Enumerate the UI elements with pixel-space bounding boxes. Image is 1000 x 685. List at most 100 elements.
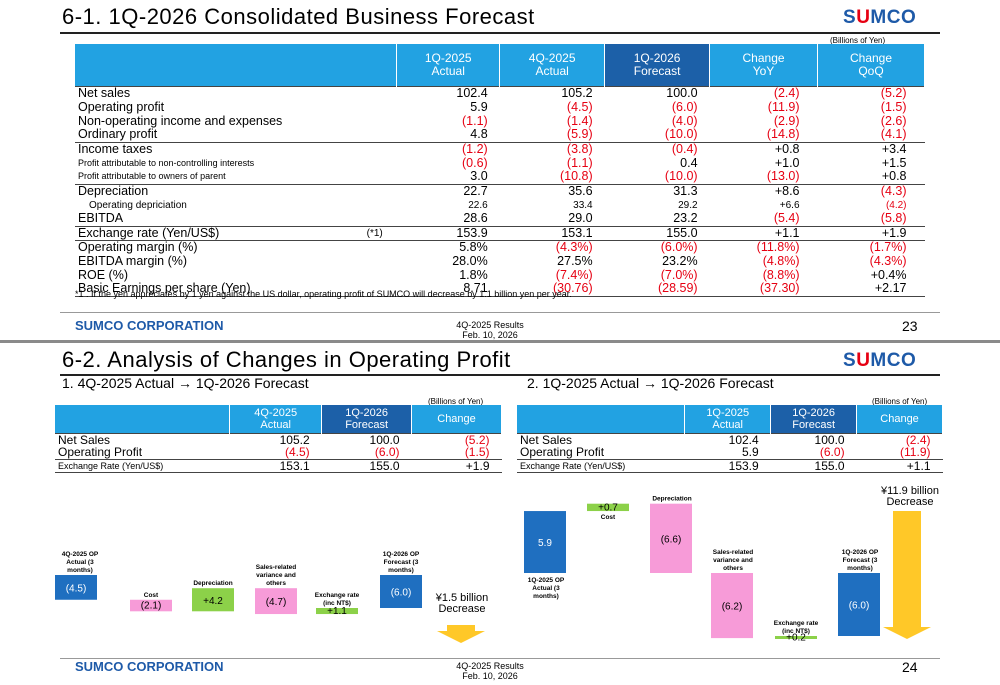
- row-label: EBITDA margin (%): [78, 253, 188, 268]
- bar-value-label: (6.2): [722, 602, 743, 613]
- cell-value: +8.6: [709, 183, 818, 198]
- cell-value: (4.0): [671, 113, 698, 128]
- waterfall-bar: [192, 588, 234, 612]
- cell-value: (6.0): [819, 445, 845, 460]
- table-row: Net sales 102.4 105.2 100.0 (2.4) (5.2): [75, 85, 925, 100]
- row-label: Operating margin (%): [75, 239, 397, 254]
- col-header-0: 4Q-2025 Actual: [229, 405, 323, 433]
- annotation-line1: ¥11.9 billion: [880, 485, 939, 497]
- cell-value: 22.7: [396, 183, 500, 198]
- cell-value: 5.8%: [396, 239, 500, 254]
- cell-value: 153.9: [684, 458, 771, 473]
- cell-value: 100.0: [321, 432, 412, 446]
- cell-value: 22.6: [468, 199, 488, 211]
- waterfall-bar: [587, 503, 629, 512]
- waterfall-bar: [524, 511, 566, 573]
- cell-value: (1.1): [461, 113, 488, 128]
- cell-value: (1.7%): [817, 239, 925, 254]
- category-label: Actual (3: [532, 585, 560, 592]
- cell-value: (3.8): [499, 141, 605, 156]
- cell-value: 29.2: [678, 199, 698, 211]
- category-label: (inc NT$): [782, 628, 810, 635]
- row-label: Ordinary profit: [78, 127, 158, 142]
- waterfall-bar: [316, 608, 358, 615]
- cell-value: (1.4): [566, 113, 593, 128]
- down-arrow-icon: [883, 511, 931, 639]
- cell-value: +1.5: [881, 155, 907, 170]
- row-label: Operating profit: [78, 99, 165, 114]
- row-label: Operating Profit: [520, 445, 605, 460]
- category-label: others: [723, 565, 743, 572]
- waterfall-bar: [711, 573, 753, 639]
- row-label: Exchange rate (Yen/US$) (*1): [75, 225, 397, 240]
- table-row: Basic Earnings per share (Yen) 8.71 (30.76…: [75, 282, 925, 297]
- waterfall-bar: [380, 575, 422, 608]
- category-label: Exchange rate: [774, 620, 819, 627]
- cell-value: (1.2): [396, 141, 500, 156]
- right-subtitle: 2. 1Q-2025 Actual → 1Q-2026 Forecast: [527, 375, 774, 391]
- slide-23: 6-1. 1Q-2026 Consolidated Business Forec…: [0, 0, 1000, 340]
- slide-24: 6-2. Analysis of Changes in Operating Pr…: [0, 343, 1000, 685]
- cell-value: (0.6): [461, 155, 488, 170]
- bar-value-label: 5.9: [538, 538, 552, 549]
- category-label: Cost: [144, 592, 159, 599]
- cell-value: 27.5%: [557, 253, 593, 268]
- cell-value: +1.0: [774, 155, 800, 170]
- cell-value: 35.6: [499, 183, 605, 198]
- sumco-logo: SUMCO: [843, 350, 917, 371]
- waterfall-bar: [55, 575, 97, 600]
- col-header-2: Change: [856, 405, 943, 433]
- table-row: Profit attributable to owners of parent 3…: [75, 170, 925, 184]
- col-header-0: 1Q-2025 Actual: [684, 405, 772, 433]
- left-subtitle: 1. 4Q-2025 Actual → 1Q-2026 Forecast: [62, 375, 309, 391]
- cell-value: 4.8: [470, 127, 488, 142]
- table-row: Operating Profit 5.9 (6.0) (11.9): [517, 446, 943, 459]
- bar-value-label: +0.2: [786, 633, 806, 644]
- cell-value: (10.8): [559, 169, 593, 184]
- sumco-logo: SUMCO: [843, 7, 917, 28]
- table-row: ROE (%) 1.8% (7.4%) (7.0%) (8.8%) +0.4%: [75, 268, 925, 282]
- row-label: Net Sales: [517, 432, 685, 446]
- row-label: Profit attributable to non-controlling i…: [78, 157, 255, 168]
- category-label: variance and: [713, 557, 753, 564]
- cell-value: 5.9: [470, 99, 488, 114]
- table-row: Net Sales 105.2 100.0 (5.2): [55, 432, 502, 446]
- cell-value: 33.4: [573, 199, 593, 211]
- cell-value: 8.71: [396, 282, 500, 297]
- waterfall-bar: [650, 503, 692, 573]
- footer-company: SUMCO CORPORATION: [75, 318, 224, 333]
- cell-value: (5.2): [817, 85, 925, 100]
- cell-value: 23.2%: [662, 253, 698, 268]
- table-row: Operating Profit (4.5) (6.0) (1.5): [55, 446, 502, 459]
- cell-value: (1.5): [880, 99, 907, 114]
- table-row: Depreciation 22.7 35.6 31.3 +8.6 (4.3): [75, 183, 925, 198]
- cell-value: +6.6: [779, 199, 800, 211]
- cell-value: +3.4: [817, 141, 925, 156]
- row-label: Exchange Rate (Yen/US$): [55, 458, 230, 473]
- row-label: Basic Earnings per share (Yen): [75, 282, 397, 297]
- cell-value: +1.1: [856, 458, 943, 473]
- bar-value-label: (2.1): [141, 601, 162, 612]
- category-label: months): [533, 593, 559, 600]
- category-label: Sales-related: [713, 549, 753, 556]
- category-label: Depreciation: [193, 580, 232, 587]
- category-label: others: [266, 580, 286, 587]
- cell-value: (5.4): [773, 211, 800, 226]
- cell-value: 5.9: [741, 445, 759, 460]
- category-label: variance and: [256, 572, 296, 579]
- col-header-3: Change YoY: [709, 44, 819, 86]
- row-label: Operating depriciation: [89, 199, 187, 211]
- footer-company: SUMCO CORPORATION: [75, 659, 224, 674]
- table-row: Exchange Rate (Yen/US$) 153.9 155.0 +1.1: [517, 458, 943, 473]
- footer-rule: [60, 312, 940, 313]
- cell-value: (4.8%): [762, 253, 800, 268]
- slide-title: 6-2. Analysis of Changes in Operating Pr…: [62, 347, 511, 372]
- cell-value: +1.9: [817, 225, 925, 240]
- table-row: Net Sales 102.4 100.0 (2.4): [517, 432, 943, 446]
- footer-info: 4Q-2025 Results Feb. 10, 2026: [456, 661, 524, 681]
- footer-rule: [60, 658, 940, 659]
- page-number: 24: [902, 659, 918, 675]
- cell-value: (6.0): [671, 99, 698, 114]
- row-label: Non-operating income and expenses: [78, 113, 283, 128]
- cell-value: +2.17: [817, 282, 925, 297]
